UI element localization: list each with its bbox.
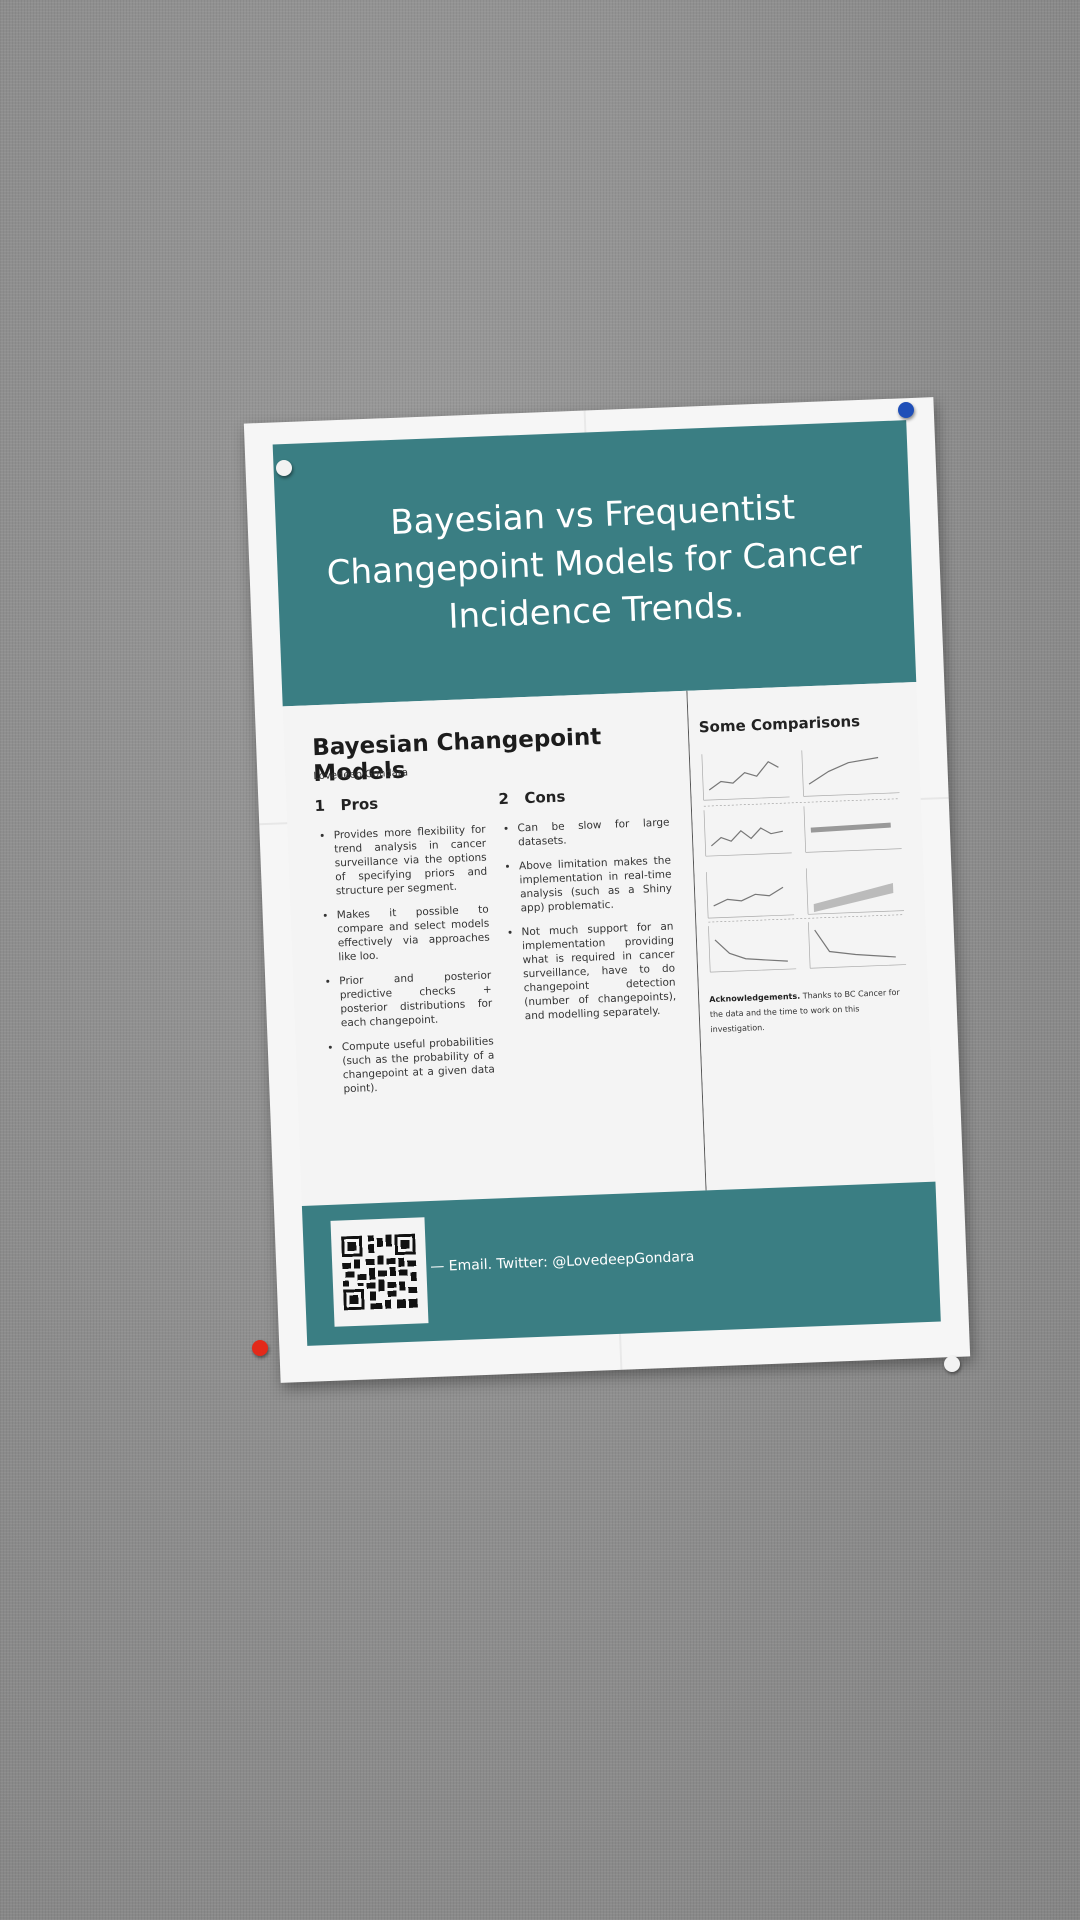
- poster-footer: — Email. Twitter: @LovedeepGondara: [301, 1181, 941, 1346]
- cons-item: Above limitation makes the implementatio…: [519, 854, 673, 916]
- plot-lines: [708, 756, 896, 962]
- acknowledgements: Acknowledgements. Thanks to BC Cancer fo…: [709, 984, 916, 1037]
- cons-section: 2 Cons Can be slow for large datasets. Ab…: [498, 784, 677, 1034]
- pros-list: Provides more flexibility for trend anal…: [315, 823, 495, 1097]
- cons-heading-label: Cons: [524, 787, 566, 808]
- pros-section: 1 Pros Provides more flexibility for tren…: [314, 791, 496, 1107]
- pros-item: Makes it possible to compare and select …: [337, 903, 491, 965]
- cons-heading: 2 Cons: [498, 784, 669, 809]
- cons-item: Not much support for an implementation p…: [521, 919, 677, 1023]
- side-panel: Some Comparisons: [687, 681, 936, 1191]
- cons-number: 2: [498, 789, 510, 809]
- comparison-plots-image: [701, 750, 907, 973]
- cons-item: Can be slow for large datasets.: [517, 816, 670, 850]
- poster-title: Bayesian vs Frequentist Changepoint Mode…: [326, 487, 863, 637]
- plot-dashes: [703, 798, 905, 923]
- pushpin-white: [276, 460, 292, 476]
- comparisons-heading: Some Comparisons: [698, 712, 861, 737]
- pros-number: 1: [314, 796, 326, 816]
- pushpin-red: [252, 1340, 268, 1356]
- pros-item: Compute useful probabilities (such as th…: [342, 1034, 496, 1096]
- pushpin-white: [944, 1356, 960, 1372]
- ack-label: Acknowledgements.: [709, 991, 801, 1005]
- pros-heading-label: Pros: [340, 794, 379, 815]
- pros-heading: 1 Pros: [314, 791, 485, 816]
- pros-item: Prior and posterior predictive checks + …: [339, 969, 493, 1031]
- cons-list: Can be slow for large datasets. Above li…: [499, 816, 677, 1024]
- qr-code-graphic: [341, 1233, 418, 1311]
- pros-item: Provides more flexibility for trend anal…: [333, 823, 488, 899]
- pushpin-blue: [898, 402, 914, 418]
- main-panel: Bayesian Changepoint Models Lovedeep Gon…: [282, 690, 707, 1206]
- poster: Bayesian vs Frequentist Changepoint Mode…: [243, 397, 971, 1383]
- poster-header: Bayesian vs Frequentist Changepoint Mode…: [272, 420, 917, 707]
- qr-code-icon: [330, 1217, 429, 1327]
- contact-info: — Email. Twitter: @LovedeepGondara: [430, 1248, 695, 1276]
- plot-panel: [701, 750, 907, 973]
